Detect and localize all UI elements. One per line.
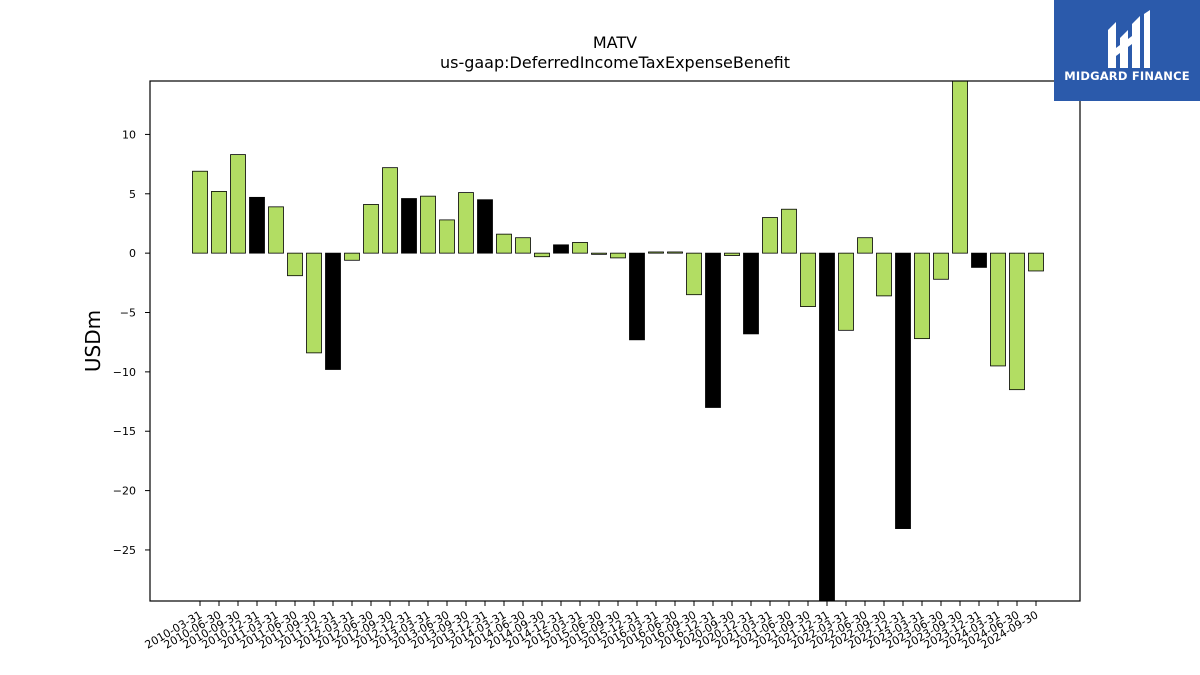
bar-2014-03-31 — [496, 233, 512, 254]
bar-2024-03-31 — [990, 252, 1006, 367]
bar-2013-03-31 — [420, 195, 436, 254]
bar-2010-06-30 — [211, 191, 227, 254]
bar-2022-09-30 — [876, 252, 892, 297]
bar-2015-09-30 — [610, 252, 626, 259]
bar-2014-09-30 — [534, 252, 550, 258]
y-axis-label: USDm — [81, 310, 105, 372]
bar-2013-12-31 — [477, 199, 493, 254]
bar-2015-03-31 — [572, 242, 588, 254]
y-tick-label: 0 — [129, 247, 136, 260]
bar-2011-03-31 — [268, 206, 284, 254]
bar-2021-12-31 — [819, 252, 835, 602]
x-axis: 2010-03-312010-06-302010-09-302010-12-31… — [143, 601, 1041, 652]
y-tick-label: −15 — [113, 425, 136, 438]
bar-2022-06-30 — [857, 237, 873, 254]
bar-2011-09-30 — [306, 252, 322, 354]
bar-2010-09-30 — [230, 154, 246, 254]
bar-2023-09-30 — [952, 80, 968, 254]
bar-2022-03-31 — [838, 252, 854, 331]
bars-layer — [192, 80, 1044, 602]
bar-2012-03-31 — [344, 252, 360, 261]
bar-2011-06-30 — [287, 252, 303, 277]
bar-2014-06-30 — [515, 237, 531, 254]
bar-2023-06-30 — [933, 252, 949, 280]
y-axis: 10 5 0 −5 −10 −15 −20 −25 — [113, 128, 150, 557]
bar-2016-06-30 — [667, 251, 683, 254]
y-tick-label: −10 — [113, 366, 136, 379]
bar-2016-09-30 — [686, 252, 702, 296]
bar-2020-09-30 — [724, 252, 740, 256]
y-tick-label: −5 — [120, 307, 136, 320]
bar-2024-09-30 — [1028, 252, 1044, 272]
y-tick-label: 10 — [122, 128, 136, 141]
bar-2020-12-31 — [743, 252, 759, 335]
bar-2011-12-31 — [325, 252, 341, 370]
chart-subtitle: us-gaap:DeferredIncomeTaxExpenseBenefit — [440, 53, 790, 72]
bar-2016-03-31 — [648, 251, 664, 254]
bar-2010-03-31 — [192, 170, 208, 254]
bar-2014-12-31 — [553, 244, 569, 254]
bar-2013-09-30 — [458, 192, 474, 254]
bar-2021-09-30 — [800, 252, 816, 307]
y-tick-label: 5 — [129, 188, 136, 201]
bar-2021-06-30 — [781, 208, 797, 254]
bar-2010-12-31 — [249, 196, 265, 254]
midgard-logo-icon — [1054, 0, 1200, 101]
bar-2024-06-30 — [1009, 252, 1025, 391]
chart-title: MATV — [593, 33, 637, 52]
bar-2021-03-31 — [762, 217, 778, 254]
bar-2016-12-31 — [705, 252, 721, 408]
bar-2015-12-31 — [629, 252, 645, 341]
y-tick-label: −20 — [113, 485, 136, 498]
bar-2012-06-30 — [363, 204, 379, 254]
bar-2013-06-30 — [439, 219, 455, 254]
bar-2023-12-31 — [971, 252, 987, 268]
bar-2012-12-31 — [401, 198, 417, 254]
bar-2012-09-30 — [382, 167, 398, 254]
bar-2022-12-31 — [895, 252, 911, 529]
plot-frame — [149, 80, 1081, 602]
brand-logo: MIDGARD FINANCE — [1054, 0, 1200, 101]
bar-2023-03-31 — [914, 252, 930, 340]
y-tick-label: −25 — [113, 544, 136, 557]
logo-text: MIDGARD FINANCE — [1064, 69, 1190, 83]
bar-2015-06-30 — [591, 252, 607, 255]
